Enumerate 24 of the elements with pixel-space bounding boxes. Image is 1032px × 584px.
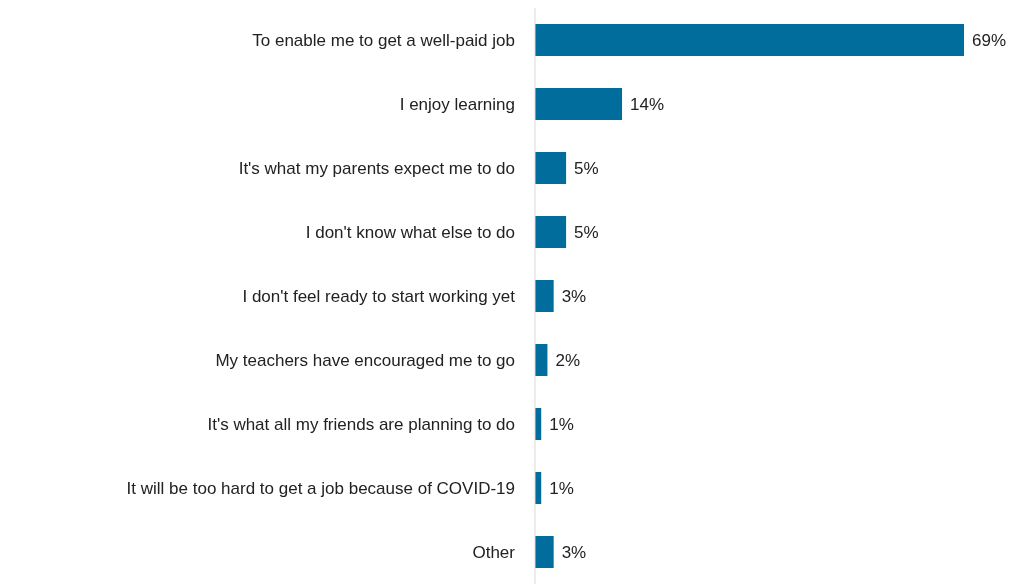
bar: [535, 280, 554, 312]
data-label: 3%: [561, 543, 587, 563]
data-label: 3%: [561, 287, 587, 307]
data-label: 2%: [555, 351, 581, 371]
bar: [535, 536, 554, 568]
bar: [535, 216, 567, 248]
data-label: 5%: [574, 159, 599, 179]
bar: [535, 24, 964, 56]
y-tick-label: I enjoy learning: [399, 95, 515, 115]
bar: [535, 88, 623, 120]
data-label: 5%: [574, 223, 599, 243]
y-tick-label: To enable me to get a well-paid job: [252, 31, 515, 51]
data-label: 14%: [630, 95, 665, 115]
y-tick-label: My teachers have encouraged me to go: [215, 351, 515, 371]
y-tick-label: I don't feel ready to start working yet: [242, 287, 516, 307]
bar: [535, 152, 567, 184]
y-tick-label: It's what my parents expect me to do: [238, 159, 515, 179]
y-tick-label: It will be too hard to get a job because of COVID-19: [126, 479, 515, 499]
y-tick-label: Other: [472, 543, 516, 563]
data-label: 1%: [549, 415, 574, 435]
data-label: 69%: [972, 31, 1007, 51]
y-tick-label: It's what all my friends are planning to do: [207, 415, 515, 435]
data-label: 1%: [549, 479, 574, 499]
y-tick-label: I don't know what else to do: [305, 223, 515, 243]
